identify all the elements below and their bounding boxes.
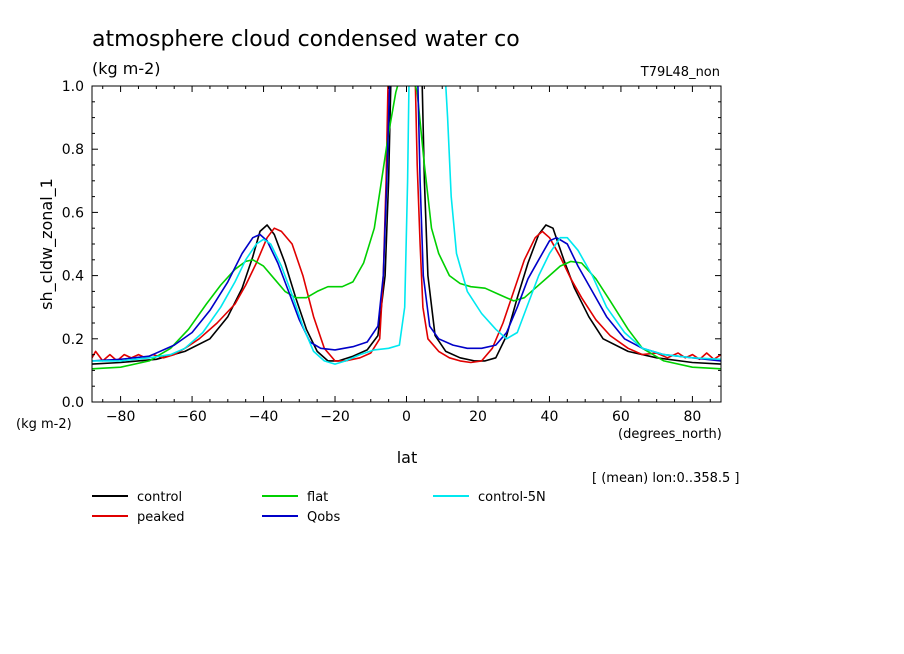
x-tick-label: −40 xyxy=(249,409,279,425)
experiment-label: T79L48_non xyxy=(640,65,720,80)
x-tick-label: 80 xyxy=(683,409,701,425)
legend-label-flat: flat xyxy=(307,490,328,505)
x-tick-label: 0 xyxy=(402,409,411,425)
legend-label-control-5n: control-5N xyxy=(478,490,546,505)
x-tick-label: 60 xyxy=(612,409,630,425)
y-tick-label: 0.0 xyxy=(62,395,84,411)
tick-layer: −80 −60 −40 −20 0 20 40 60 80 0.0 0.2 0.4 0.6 0.8 1.0 xyxy=(62,79,721,425)
series-line-peaked xyxy=(92,86,721,364)
x-axis-label: lat xyxy=(397,448,418,467)
chart-title: atmosphere cloud condensed water co xyxy=(92,27,520,52)
x-units-label: (degrees_north) xyxy=(618,427,722,442)
x-tick-label: 20 xyxy=(469,409,487,425)
chart-units: (kg m-2) xyxy=(92,59,161,78)
y-tick-label: 0.2 xyxy=(62,332,84,348)
legend-label-qobs: Qobs xyxy=(307,510,340,525)
y-axis-label: sh_cldw_zonal_1 xyxy=(37,178,57,310)
mean-note: [ (mean) lon:0..358.5 ] xyxy=(592,471,740,486)
y-tick-label: 0.6 xyxy=(62,205,84,221)
x-tick-label: −20 xyxy=(320,409,350,425)
y-tick-label: 0.4 xyxy=(62,269,84,285)
legend-label-peaked: peaked xyxy=(137,510,185,525)
y-units-label: (kg m-2) xyxy=(16,417,72,432)
series-line-control-5n xyxy=(92,86,721,365)
legend: control peaked flat Qobs control-5N xyxy=(92,490,546,525)
y-tick-label: 0.8 xyxy=(62,142,84,158)
x-tick-label: −60 xyxy=(177,409,207,425)
x-tick-label: 40 xyxy=(541,409,559,425)
y-tick-label: 1.0 xyxy=(62,79,84,95)
series-line-qobs xyxy=(92,86,721,362)
x-tick-label: −80 xyxy=(106,409,136,425)
series-layer xyxy=(92,86,721,370)
legend-label-control: control xyxy=(137,490,182,505)
